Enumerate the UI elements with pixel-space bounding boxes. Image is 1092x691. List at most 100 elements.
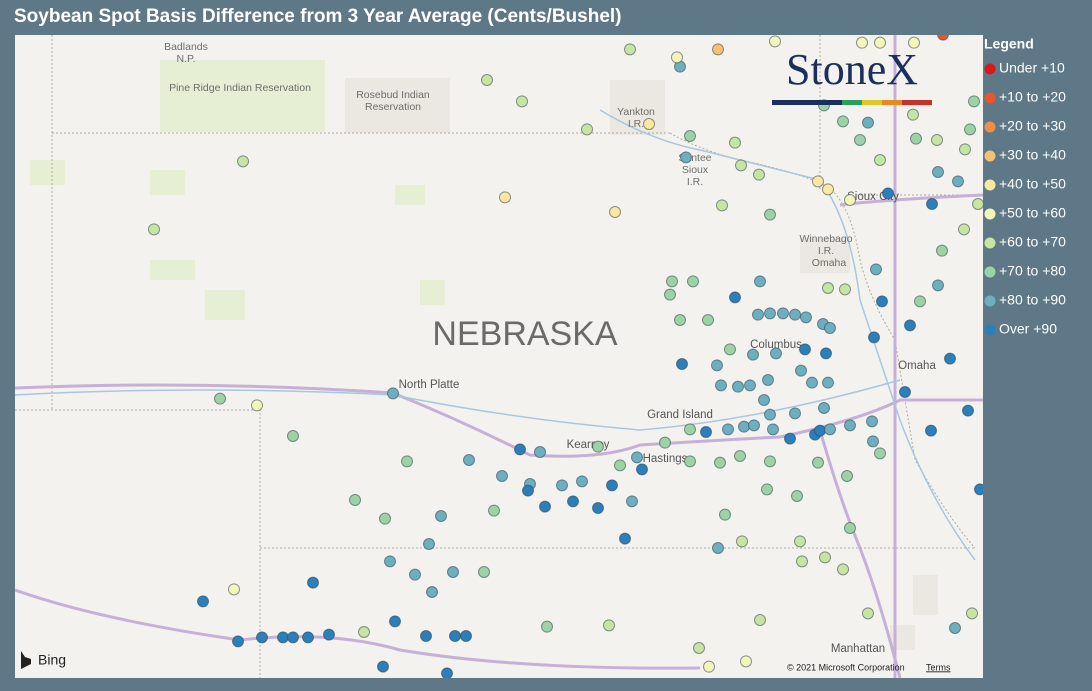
location-dot[interactable] bbox=[592, 440, 604, 453]
location-dot[interactable] bbox=[837, 115, 849, 128]
location-dot[interactable] bbox=[822, 282, 834, 294]
location-dot[interactable] bbox=[799, 343, 811, 356]
location-dot[interactable] bbox=[874, 154, 886, 166]
location-dot[interactable] bbox=[822, 376, 834, 389]
location-dot[interactable] bbox=[767, 423, 779, 436]
legend-label[interactable]: +20 to +30 bbox=[999, 118, 1066, 134]
location-dot[interactable] bbox=[592, 502, 604, 514]
location-dot[interactable] bbox=[841, 470, 853, 482]
location-dot[interactable] bbox=[722, 423, 734, 436]
location-dot[interactable] bbox=[908, 36, 920, 49]
location-dot[interactable] bbox=[876, 295, 888, 308]
location-dot[interactable] bbox=[614, 459, 626, 472]
location-dot[interactable] bbox=[910, 132, 922, 145]
location-dot[interactable] bbox=[806, 376, 818, 389]
location-dot[interactable] bbox=[899, 386, 911, 398]
location-dot[interactable] bbox=[719, 508, 731, 521]
location-dot[interactable] bbox=[435, 510, 447, 522]
location-dot[interactable] bbox=[764, 408, 776, 421]
location-dot[interactable] bbox=[687, 275, 699, 288]
location-dot[interactable] bbox=[824, 423, 836, 436]
legend-label[interactable]: +10 to +20 bbox=[999, 89, 1066, 105]
location-dot[interactable] bbox=[556, 479, 568, 492]
location-dot[interactable] bbox=[944, 352, 956, 365]
location-dot[interactable] bbox=[693, 642, 705, 654]
location-dot[interactable] bbox=[514, 443, 526, 456]
location-dot[interactable] bbox=[631, 451, 643, 464]
location-dot[interactable] bbox=[862, 607, 874, 620]
location-dot[interactable] bbox=[666, 275, 678, 288]
location-dot[interactable] bbox=[907, 108, 919, 121]
location-dot[interactable] bbox=[769, 35, 781, 48]
legend-label[interactable]: +50 to +60 bbox=[999, 205, 1066, 221]
location-dot[interactable] bbox=[441, 667, 453, 679]
location-dot[interactable] bbox=[624, 43, 636, 56]
location-dot[interactable] bbox=[962, 404, 974, 417]
location-dot[interactable] bbox=[567, 495, 579, 508]
legend-label[interactable]: +30 to +40 bbox=[999, 147, 1066, 163]
location-dot[interactable] bbox=[148, 223, 160, 236]
location-dot[interactable] bbox=[463, 454, 475, 466]
location-dot[interactable] bbox=[409, 568, 421, 581]
location-dot[interactable] bbox=[659, 436, 671, 449]
location-dot[interactable] bbox=[862, 116, 874, 129]
location-dot[interactable] bbox=[636, 463, 648, 476]
location-dot[interactable] bbox=[702, 314, 714, 326]
location-dot[interactable] bbox=[711, 359, 723, 372]
location-dot[interactable] bbox=[764, 455, 776, 468]
location-dot[interactable] bbox=[684, 455, 696, 468]
location-dot[interactable] bbox=[349, 494, 361, 506]
location-dot[interactable] bbox=[937, 29, 949, 41]
legend-label[interactable]: +60 to +70 bbox=[999, 234, 1066, 250]
location-dot[interactable] bbox=[761, 483, 773, 496]
location-dot[interactable] bbox=[844, 194, 856, 206]
location-dot[interactable] bbox=[302, 631, 314, 644]
location-dot[interactable] bbox=[481, 74, 493, 86]
location-dot[interactable] bbox=[754, 614, 766, 626]
location-dot[interactable] bbox=[870, 263, 882, 276]
location-dot[interactable] bbox=[789, 308, 801, 321]
location-dot[interactable] bbox=[931, 134, 943, 146]
location-dot[interactable] bbox=[714, 456, 726, 469]
location-dot[interactable] bbox=[819, 551, 831, 564]
location-dot[interactable] bbox=[307, 576, 319, 589]
location-dot[interactable] bbox=[609, 206, 621, 218]
location-dot[interactable] bbox=[754, 275, 766, 288]
location-dot[interactable] bbox=[323, 628, 335, 641]
location-dot[interactable] bbox=[958, 223, 970, 236]
location-dot[interactable] bbox=[762, 374, 774, 386]
location-dot[interactable] bbox=[794, 535, 806, 548]
location-dot[interactable] bbox=[764, 307, 776, 320]
location-dot[interactable] bbox=[724, 343, 736, 356]
location-dot[interactable] bbox=[214, 392, 226, 405]
location-dot[interactable] bbox=[626, 495, 638, 508]
location-dot[interactable] bbox=[716, 199, 728, 212]
location-dot[interactable] bbox=[449, 630, 461, 642]
location-dot[interactable] bbox=[914, 295, 926, 308]
location-dot[interactable] bbox=[784, 432, 796, 445]
location-dot[interactable] bbox=[377, 660, 389, 673]
location-dot[interactable] bbox=[882, 187, 894, 200]
location-dot[interactable] bbox=[379, 512, 391, 525]
location-dot[interactable] bbox=[539, 500, 551, 513]
location-dot[interactable] bbox=[753, 168, 765, 181]
legend-label[interactable]: Over +90 bbox=[999, 321, 1057, 337]
location-dot[interactable] bbox=[747, 348, 759, 361]
location-dot[interactable] bbox=[447, 566, 459, 578]
location-dot[interactable] bbox=[358, 626, 370, 638]
location-dot[interactable] bbox=[664, 288, 676, 301]
location-dot[interactable] bbox=[822, 183, 834, 196]
location-dot[interactable] bbox=[287, 631, 299, 644]
location-dot[interactable] bbox=[925, 424, 937, 437]
location-dot[interactable] bbox=[729, 291, 741, 304]
location-dot[interactable] bbox=[287, 430, 299, 442]
location-dot[interactable] bbox=[499, 191, 511, 204]
location-dot[interactable] bbox=[818, 402, 830, 414]
location-dot[interactable] bbox=[800, 311, 812, 324]
map[interactable]: Badlands N.P. Pine Ridge Indian Reservat… bbox=[15, 29, 986, 680]
location-dot[interactable] bbox=[949, 622, 961, 634]
location-dot[interactable] bbox=[936, 244, 948, 257]
location-dot[interactable] bbox=[820, 347, 832, 360]
legend-label[interactable]: +80 to +90 bbox=[999, 292, 1066, 308]
location-dot[interactable] bbox=[420, 630, 432, 642]
